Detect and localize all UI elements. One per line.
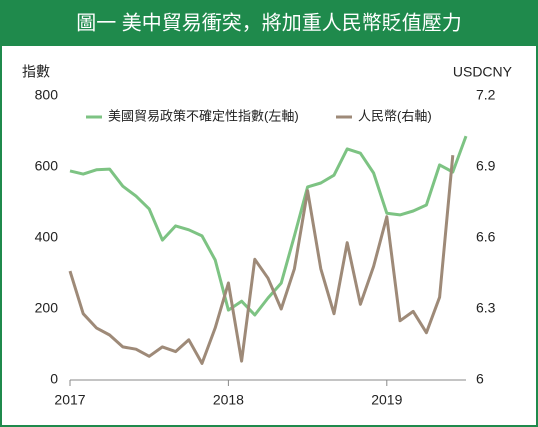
y2-tick-label: 6.6: [476, 229, 496, 245]
y-tick-label: 800: [35, 87, 59, 103]
chart-title: 圖一 美中貿易衝突，將加重人民幣貶值壓力: [76, 11, 462, 34]
y2-tick-label: 6.9: [476, 158, 496, 174]
x-tick-label: 2018: [213, 392, 244, 408]
legend-label: 美國貿易政策不確定性指數(左軸): [108, 108, 299, 123]
series-line: [68, 155, 455, 365]
y-tick-label: 0: [50, 371, 58, 387]
x-tick-label: 2019: [371, 392, 402, 408]
y-axis-label: 指數: [22, 64, 50, 80]
y-tick-label: 600: [35, 158, 59, 174]
y-tick-label: 400: [35, 229, 59, 245]
x-tick-label: 2017: [54, 392, 85, 408]
y2-tick-label: 7.2: [476, 87, 496, 103]
y2-axis-label: USDCNY: [453, 64, 513, 80]
y2-tick-label: 6: [476, 371, 484, 387]
legend-label: 人民幣(右軸): [358, 108, 432, 123]
y2-tick-label: 6.3: [476, 300, 496, 316]
y-tick-label: 200: [35, 300, 59, 316]
series-line: [69, 135, 468, 317]
title-bar: [0, 0, 538, 46]
